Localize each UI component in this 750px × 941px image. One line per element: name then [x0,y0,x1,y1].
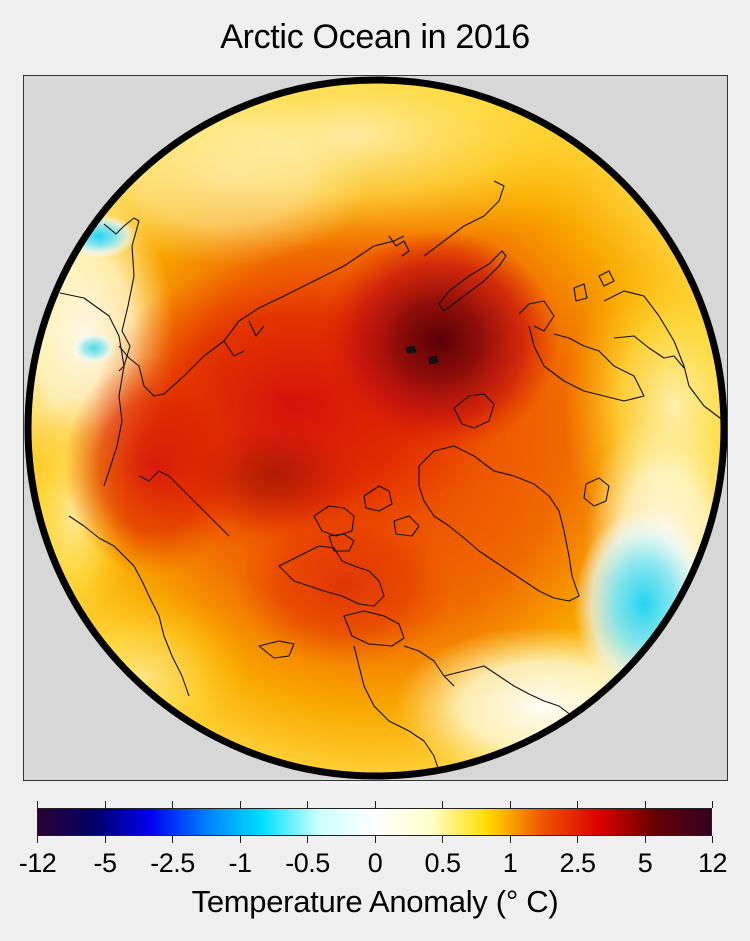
colorbar-tick [104,836,106,843]
colorbar-tick [239,836,241,843]
temperature-field [28,80,724,776]
colorbar-tick [172,836,173,843]
colorbar-tick [509,801,511,808]
colorbar-tick-label: 12 [697,848,728,878]
colorbar-tick [712,801,713,808]
colorbar-tick [172,801,173,808]
colorbar-tick [37,836,38,843]
colorbar-tick-label: 2.5 [559,848,596,878]
colorbar-tick-label: -1 [228,848,252,878]
colorbar-gradient [37,808,712,836]
map-frame [23,75,728,781]
colorbar-tick [239,801,241,808]
colorbar-tick [307,836,308,843]
colorbar-tick [577,836,578,843]
colorbar-tick-label: 1 [502,848,518,878]
colorbar-label: Temperature Anomaly (° C) [191,884,559,919]
colorbar-tick [104,801,106,808]
colorbar: -12 -5 -2.5 -1 -0.5 0 0.5 1 2.5 5 12 Temperature A… [0,800,750,941]
polar-map [24,76,727,780]
map-boundary-circle [24,76,727,780]
chart-title: Arctic Ocean in 2016 [220,18,530,56]
colorbar-tick [644,801,646,808]
colorbar-tick-label: 5 [637,848,653,878]
colorbar-tick-label: -12 [18,848,57,878]
colorbar-tick [644,836,646,843]
colorbar-tick [307,801,308,808]
colorbar-tick-label: 0 [367,848,383,878]
colorbar-tick-label: -0.5 [285,848,330,878]
colorbar-tick-label: -5 [93,848,117,878]
colorbar-tick [712,836,713,843]
colorbar-tick-label: -2.5 [150,848,195,878]
coastlines [59,180,724,772]
colorbar-tick [37,801,38,808]
colorbar-tick [577,801,578,808]
colorbar-tick [374,836,376,843]
colorbar-tick [374,801,376,808]
colorbar-tick [509,836,511,843]
colorbar-tick-label: 0.5 [424,848,461,878]
colorbar-tick [442,801,443,808]
colorbar-tick [442,836,443,843]
